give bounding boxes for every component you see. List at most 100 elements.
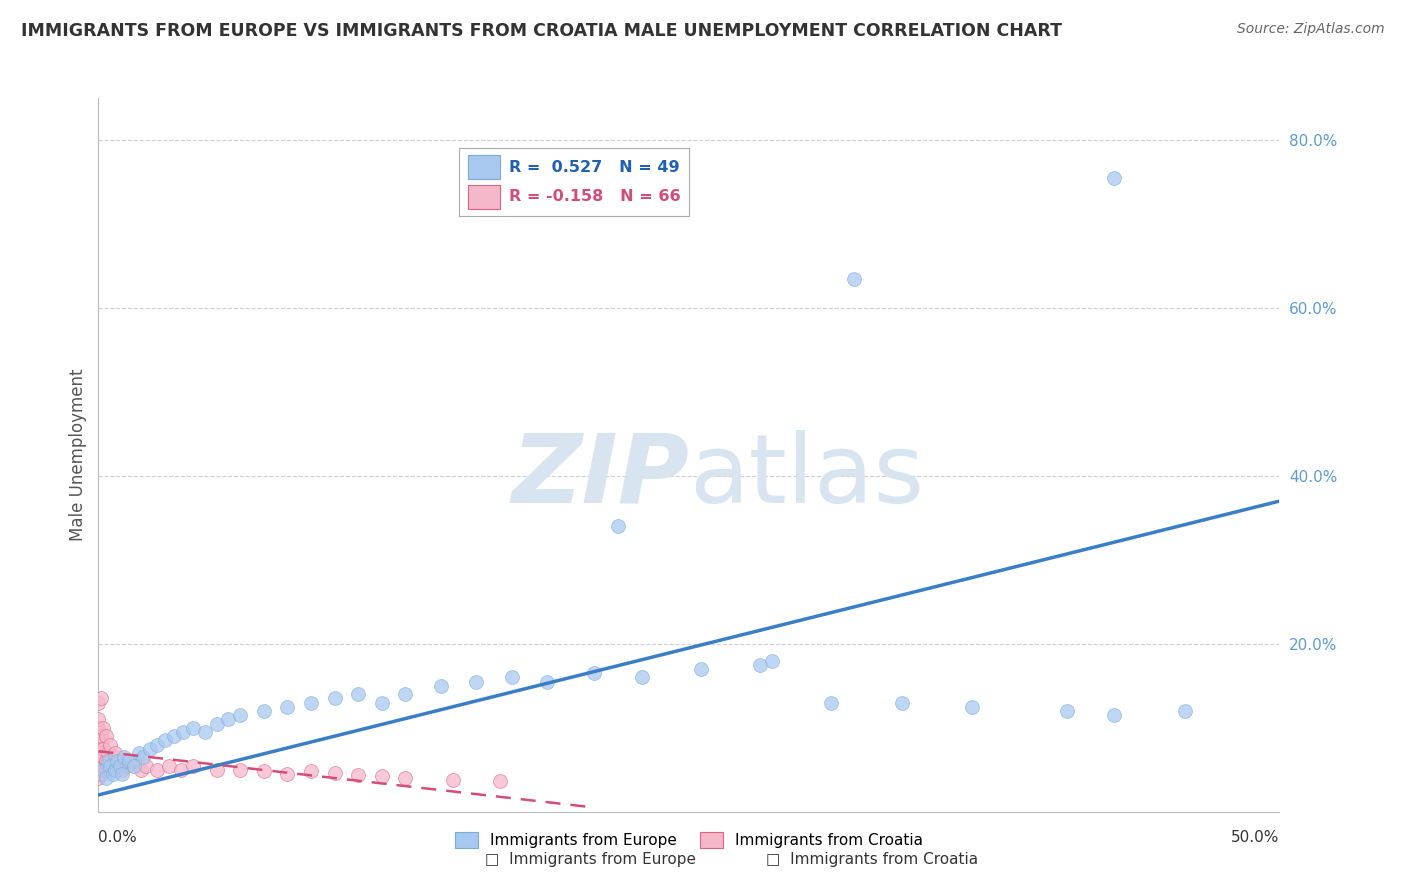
Point xyxy=(276,699,298,714)
Point xyxy=(112,750,135,764)
Point xyxy=(105,755,128,769)
Point xyxy=(87,721,110,735)
Text: atlas: atlas xyxy=(689,430,924,523)
Point xyxy=(98,738,121,752)
Point xyxy=(430,679,453,693)
Point xyxy=(87,767,110,781)
Point xyxy=(299,696,322,710)
Point xyxy=(276,767,298,781)
Point xyxy=(689,662,711,676)
Point xyxy=(87,750,110,764)
Point xyxy=(153,733,176,747)
Point xyxy=(205,716,228,731)
Point xyxy=(87,733,110,747)
Point xyxy=(217,712,239,726)
Point xyxy=(91,750,114,764)
Point xyxy=(501,670,523,684)
Point xyxy=(94,729,117,743)
Point xyxy=(87,741,110,756)
Point xyxy=(108,758,131,772)
Point xyxy=(118,755,141,769)
Bar xyxy=(468,185,501,209)
Text: ZIP: ZIP xyxy=(510,430,689,523)
Point xyxy=(87,758,110,772)
Point xyxy=(91,741,114,756)
Point xyxy=(111,767,134,781)
Point xyxy=(87,725,110,739)
Point xyxy=(371,769,394,783)
Point xyxy=(104,763,127,777)
Point xyxy=(122,758,145,772)
Point xyxy=(128,746,150,760)
Text: IMMIGRANTS FROM EUROPE VS IMMIGRANTS FROM CROATIA MALE UNEMPLOYMENT CORRELATION : IMMIGRANTS FROM EUROPE VS IMMIGRANTS FRO… xyxy=(21,22,1062,40)
Point xyxy=(170,763,193,777)
Point xyxy=(90,691,112,706)
Point xyxy=(91,758,114,772)
Point xyxy=(115,758,138,772)
Point xyxy=(122,755,145,769)
Point xyxy=(536,674,558,689)
Point xyxy=(583,666,606,681)
Point xyxy=(94,771,117,785)
Point xyxy=(90,738,112,752)
Point xyxy=(90,750,112,764)
Point xyxy=(87,758,110,772)
Point xyxy=(87,755,110,769)
Point xyxy=(94,755,117,769)
Point xyxy=(104,750,127,764)
Point xyxy=(101,758,124,772)
Point xyxy=(394,771,416,785)
Point xyxy=(97,755,120,769)
Point xyxy=(163,729,186,743)
Point xyxy=(1102,708,1125,723)
Point xyxy=(87,746,110,760)
Point xyxy=(890,696,912,710)
Point xyxy=(962,699,984,714)
Point xyxy=(748,657,770,672)
Text: R = -0.158   N = 66: R = -0.158 N = 66 xyxy=(509,189,681,204)
Point xyxy=(1174,704,1197,718)
Point xyxy=(87,696,110,710)
Point xyxy=(87,746,110,760)
Point xyxy=(181,758,204,772)
Point xyxy=(371,696,394,710)
Point xyxy=(87,733,110,747)
Y-axis label: Male Unemployment: Male Unemployment xyxy=(69,368,87,541)
Point xyxy=(129,763,152,777)
Point xyxy=(90,767,112,781)
Point xyxy=(253,704,276,718)
Point xyxy=(489,774,512,789)
Point xyxy=(194,725,217,739)
Point xyxy=(157,758,180,772)
Point xyxy=(91,763,114,777)
Point xyxy=(87,729,110,743)
Point xyxy=(820,696,842,710)
Point xyxy=(146,763,169,777)
Text: 0.0%: 0.0% xyxy=(98,830,138,845)
Point xyxy=(87,763,110,777)
Point xyxy=(104,746,127,760)
Text: R =  0.527   N = 49: R = 0.527 N = 49 xyxy=(509,160,681,175)
Point xyxy=(105,755,128,769)
Text: 50.0%: 50.0% xyxy=(1232,830,1279,845)
Point xyxy=(181,721,204,735)
Legend: Immigrants from Europe, Immigrants from Croatia: Immigrants from Europe, Immigrants from … xyxy=(449,826,929,854)
Point xyxy=(229,708,252,723)
Point xyxy=(87,771,110,785)
Point xyxy=(1056,704,1078,718)
Point xyxy=(97,746,120,760)
Point xyxy=(347,768,370,782)
Point xyxy=(146,738,169,752)
Point xyxy=(229,763,252,777)
Point xyxy=(87,763,110,777)
Point xyxy=(90,746,112,760)
Point xyxy=(135,758,157,772)
Point xyxy=(607,519,630,533)
Point xyxy=(441,772,464,787)
Point xyxy=(101,767,124,781)
Point xyxy=(98,755,121,769)
Point xyxy=(630,670,652,684)
Text: □  Immigrants from Europe: □ Immigrants from Europe xyxy=(485,852,696,867)
Point xyxy=(1102,170,1125,185)
Point xyxy=(87,712,110,726)
